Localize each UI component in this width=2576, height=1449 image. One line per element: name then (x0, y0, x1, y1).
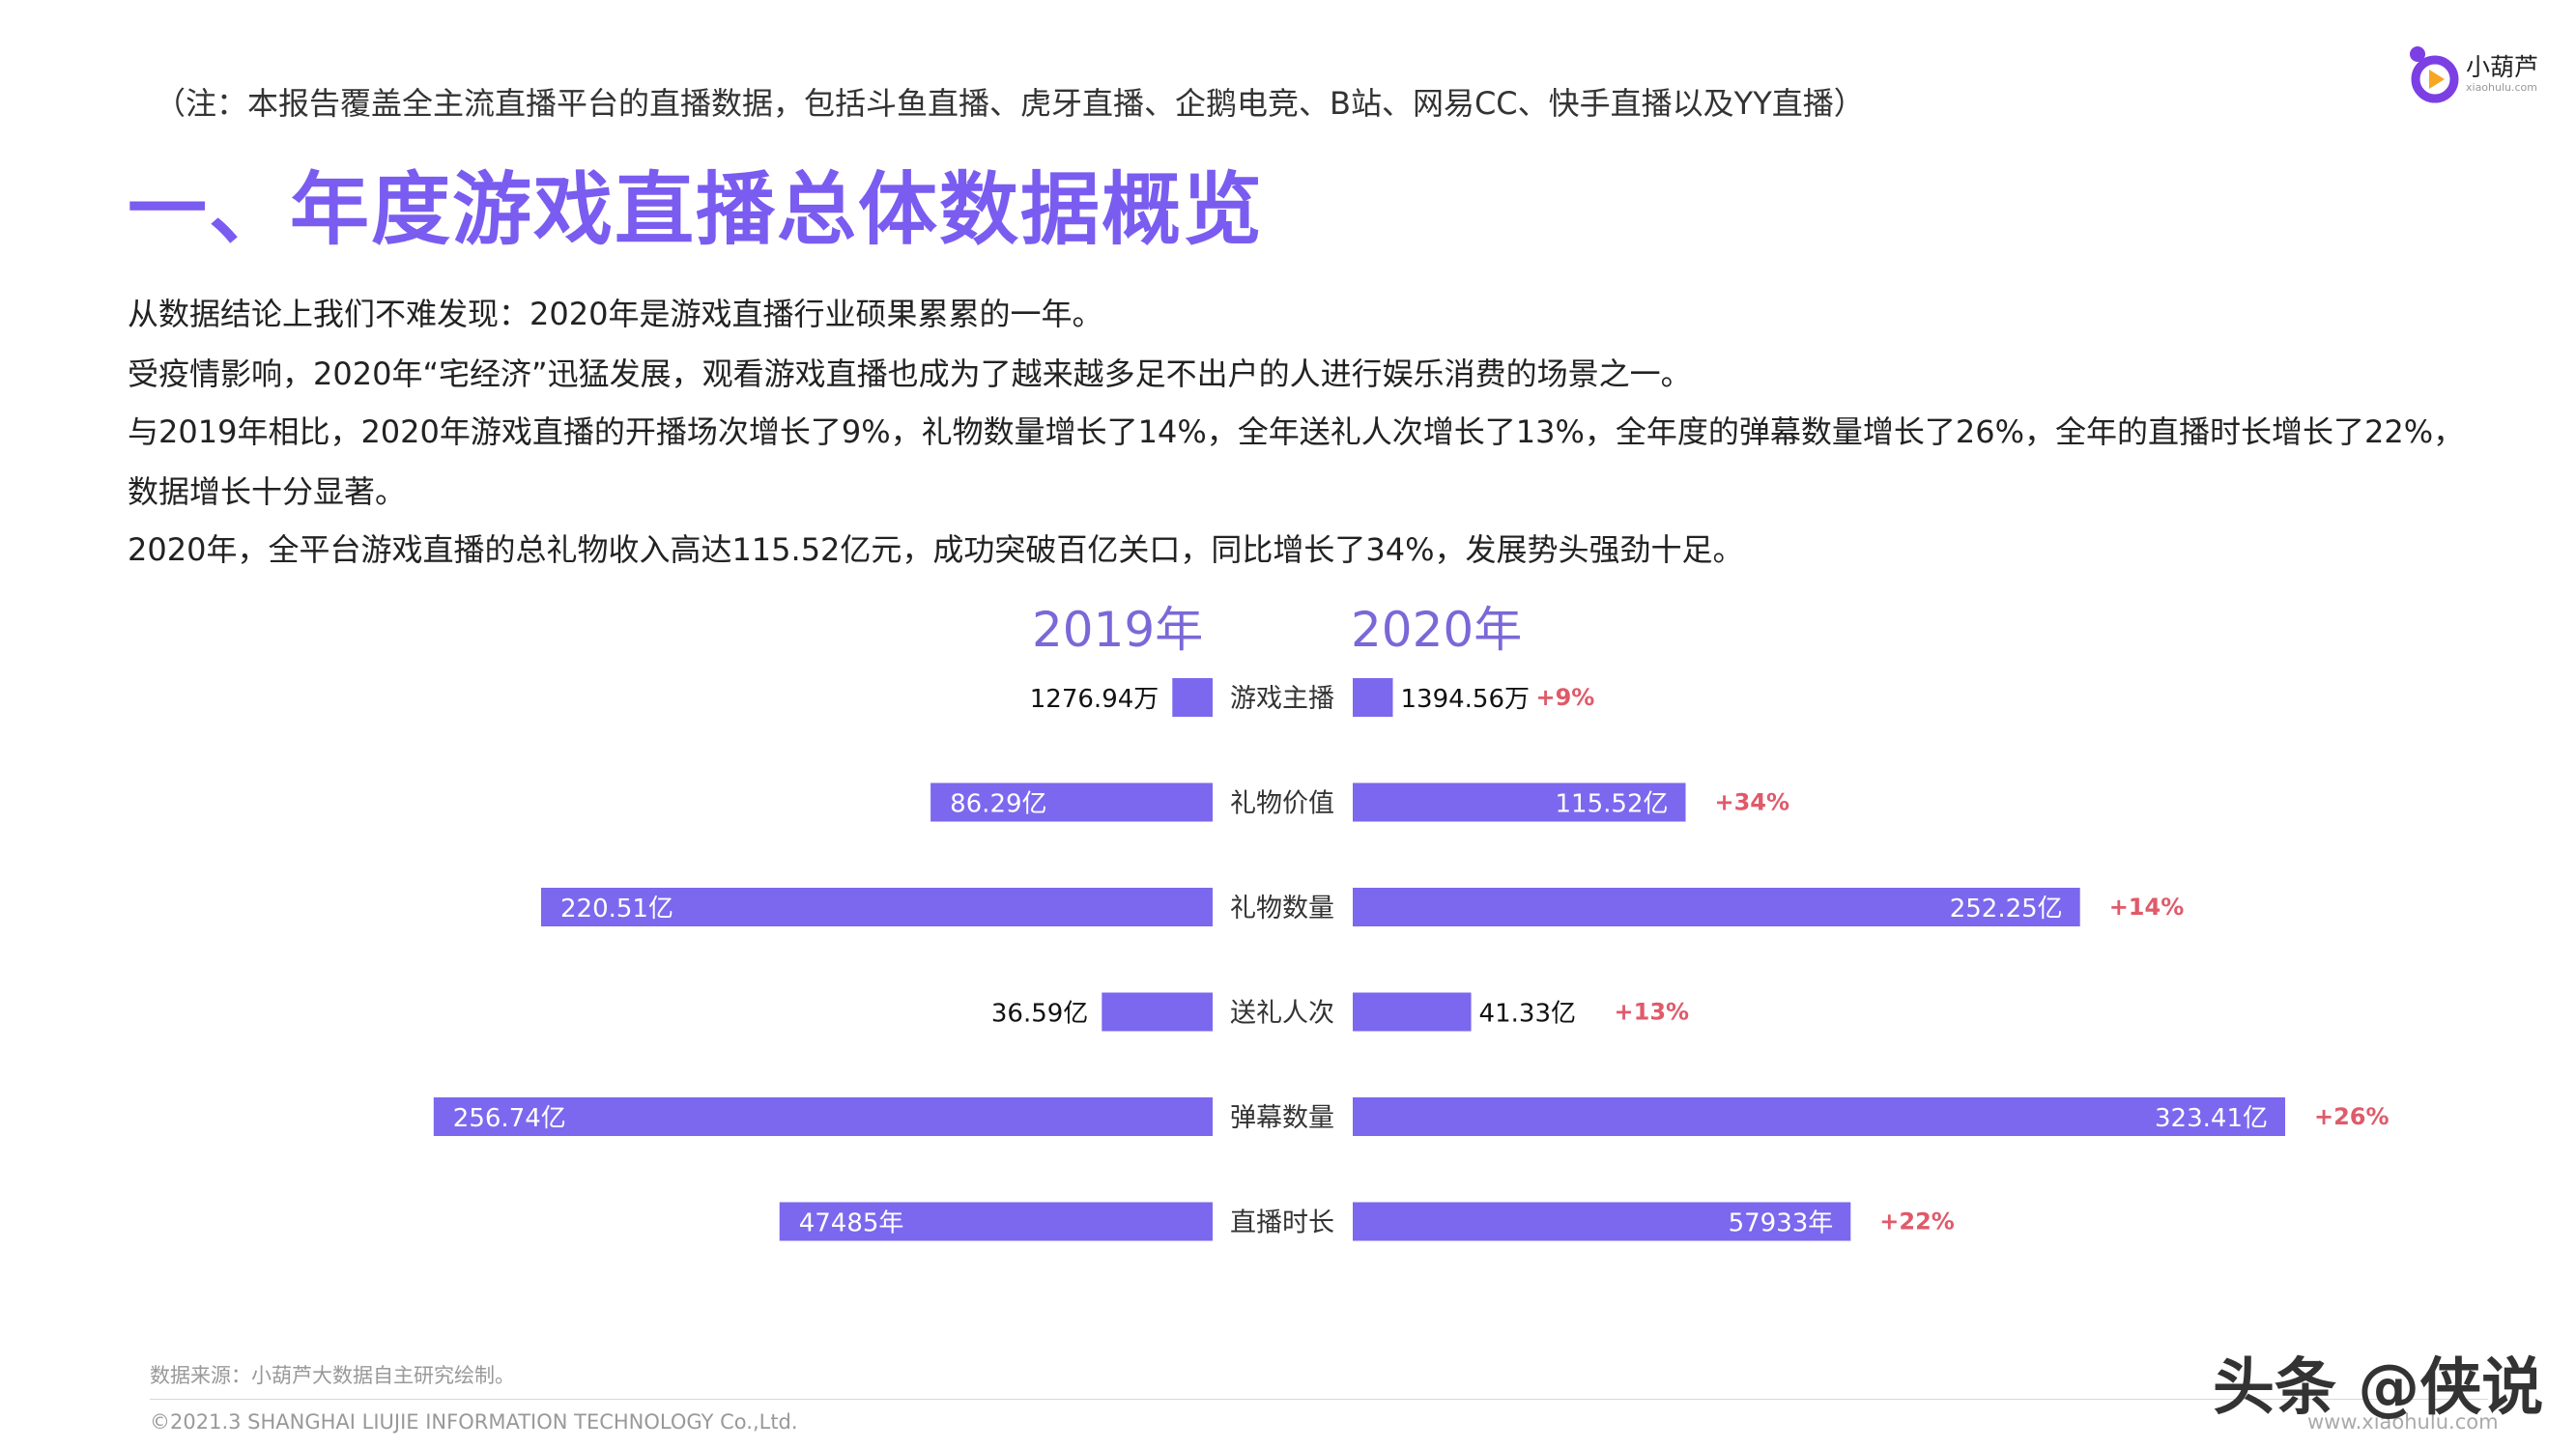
page-title: 一、年度游戏直播总体数据概览 (128, 164, 1265, 256)
value-label-2020: 57933年 (1729, 1209, 1834, 1238)
footer-copyright: ©2021.3 SHANGHAI LIUJIE INFORMATION TECH… (150, 1410, 798, 1434)
bar-2020 (1353, 992, 1472, 1032)
value-label-2020: 41.33亿 (1479, 1000, 1576, 1029)
bar-2019 (1102, 992, 1213, 1032)
growth-label: +22% (1879, 1208, 1955, 1236)
category-label: 礼物价值 (1230, 789, 1334, 819)
value-label-2020: 1394.56万 (1400, 685, 1530, 714)
bar-2019 (541, 888, 1213, 926)
footer-divider (150, 1399, 2488, 1400)
paragraph-3: 与2019年相比，2020年游戏直播的开播场次增长了9%，礼物数量增长了14%，… (128, 413, 2465, 450)
value-label-2019: 86.29亿 (950, 790, 1046, 819)
value-label-2020: 115.52亿 (1556, 790, 1669, 819)
footer-source: 数据来源：小葫芦大数据自主研究绘制。 (150, 1364, 515, 1387)
growth-label: +14% (2109, 894, 2185, 921)
bar-2019 (1172, 678, 1213, 717)
year-label-2020: 2020年 (1351, 602, 1523, 658)
category-label: 游戏主播 (1230, 684, 1334, 714)
value-label-2019: 220.51亿 (560, 895, 673, 923)
category-label: 送礼人次 (1230, 999, 1334, 1029)
paragraph-2: 受疫情影响，2020年“宅经济”迅猛发展，观看游戏直播也成为了越来越多足不出户的… (128, 355, 1692, 392)
bar-2020 (1353, 888, 2080, 926)
value-label-2020: 323.41亿 (2155, 1104, 2268, 1133)
watermark-overlay: 头条 @侠说 (2213, 1352, 2544, 1424)
footer-url: www.xiaohulu.com (2307, 1410, 2499, 1434)
logo-name: 小葫芦 (2466, 53, 2539, 81)
bar-2020 (1353, 678, 1393, 717)
growth-label: +9% (1535, 684, 1594, 711)
logo-mark-icon (2402, 43, 2462, 104)
year-label-2019: 2019年 (1032, 602, 1204, 658)
report-note: （注：本报告覆盖全主流直播平台的直播数据，包括斗鱼直播、虎牙直播、企鹅电竞、B站… (155, 85, 1865, 122)
bar-2019 (930, 782, 1213, 822)
value-label-2019: 36.59亿 (991, 1000, 1088, 1029)
bar-2020 (1353, 1097, 2285, 1136)
category-label: 弹幕数量 (1230, 1103, 1334, 1133)
bar-2020 (1353, 1202, 1851, 1241)
growth-label: +34% (1715, 789, 1790, 816)
growth-label: +26% (2314, 1103, 2390, 1130)
value-label-2019: 1276.94万 (1030, 685, 1159, 714)
value-label-2020: 252.25亿 (1950, 895, 2063, 923)
growth-label: +13% (1615, 999, 1690, 1026)
value-label-2019: 47485年 (799, 1209, 904, 1238)
paragraph-5: 2020年，全平台游戏直播的总礼物收入高达115.52亿元，成功突破百亿关口，同… (128, 531, 1744, 568)
bar-2019 (433, 1097, 1213, 1136)
category-label: 直播时长 (1230, 1208, 1334, 1238)
paragraph-4: 数据增长十分显著。 (128, 473, 407, 510)
bar-2020 (1353, 782, 1686, 822)
bar-2019 (779, 1202, 1213, 1241)
paragraph-1: 从数据结论上我们不难发现：2020年是游戏直播行业硕果累累的一年。 (128, 296, 1103, 332)
value-label-2019: 256.74亿 (453, 1104, 566, 1133)
logo-url: xiaohulu.com (2466, 81, 2537, 94)
category-label: 礼物数量 (1230, 894, 1334, 923)
